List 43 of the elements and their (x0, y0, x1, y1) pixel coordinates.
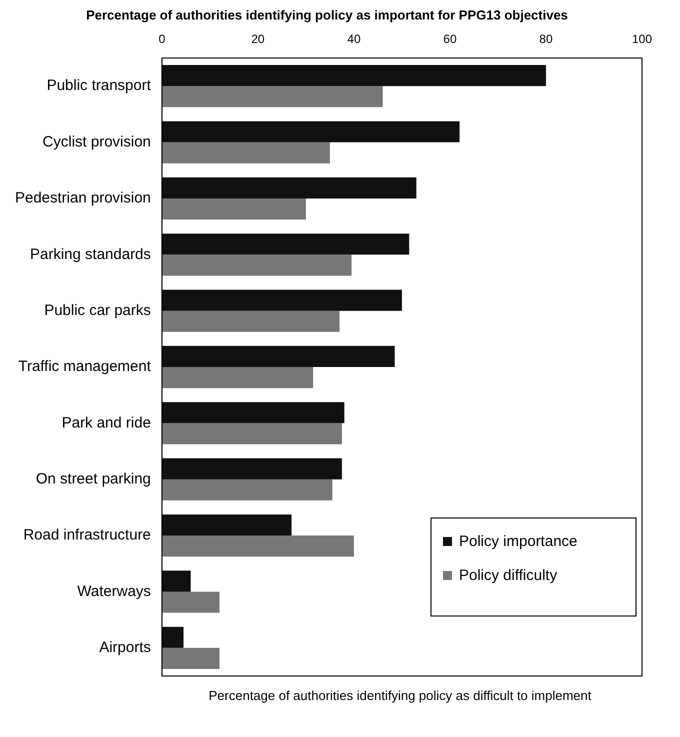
bar (162, 142, 330, 164)
y-tick-label: Public car parks (44, 302, 151, 319)
bar (162, 626, 184, 648)
x-tick-label: 20 (251, 32, 265, 46)
bar (162, 367, 314, 388)
x-axis-title: Percentage of authorities identifying policy as difficult to implement (208, 688, 592, 703)
bar (162, 592, 220, 613)
bar (162, 479, 332, 500)
bar (162, 86, 383, 108)
legend-label: Policy difficulty (459, 567, 558, 584)
bar (162, 402, 344, 424)
x-tick-label: 100 (632, 32, 652, 46)
y-tick-label: Traffic management (18, 358, 152, 376)
bar (162, 234, 410, 255)
bar (162, 346, 395, 367)
bar (162, 177, 416, 198)
y-tick-label: Pedestrian provision (14, 190, 151, 207)
y-tick-label: Airports (99, 639, 151, 656)
bar (162, 648, 220, 669)
y-tick-label: Public transport (46, 77, 152, 94)
bar (162, 290, 402, 311)
x-tick-label: 0 (158, 32, 166, 46)
x-tick-label: 60 (443, 32, 457, 46)
bar (162, 65, 546, 86)
y-tick-label: Waterways (77, 582, 151, 600)
y-tick-label: Road infrastructure (23, 526, 151, 544)
y-tick-label: On street parking (36, 470, 151, 488)
bar (162, 310, 340, 332)
bar (162, 458, 342, 480)
bar (162, 254, 352, 276)
x-tick-label: 40 (347, 32, 361, 46)
bar (162, 514, 292, 536)
chart-title: Percentage of authorities identifying policy as important for PPG13 objectives (86, 7, 568, 22)
y-tick-label: Park and ride (62, 414, 151, 432)
y-tick-label: Cyclist provision (42, 133, 151, 150)
bar (162, 121, 460, 142)
y-tick-label: Parking standards (30, 246, 151, 263)
bar (162, 570, 191, 592)
bar (162, 198, 306, 220)
bar (162, 423, 342, 444)
legend-label: Policy importance (459, 533, 578, 550)
x-tick-label: 80 (539, 32, 553, 46)
bar (162, 536, 354, 557)
